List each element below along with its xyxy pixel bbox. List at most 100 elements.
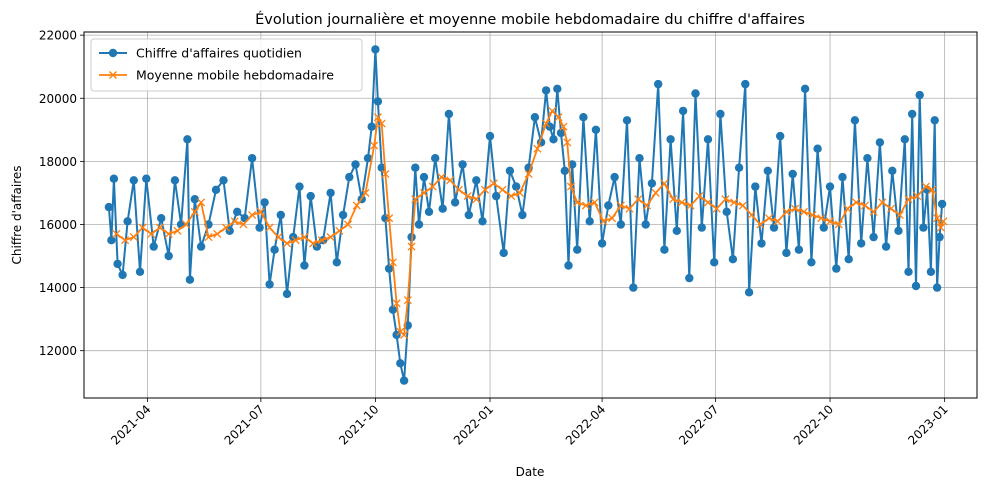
moving-average-point <box>764 214 774 223</box>
daily-revenue-point <box>769 223 779 232</box>
moving-average-point <box>370 141 379 150</box>
y-tick-label: 14000 <box>39 281 77 295</box>
moving-average-point <box>799 207 808 216</box>
daily-revenue-point <box>371 45 380 54</box>
daily-revenue-point <box>367 122 376 131</box>
moving-average-point <box>566 182 576 191</box>
daily-revenue-point <box>560 166 569 175</box>
daily-revenue-point <box>135 267 145 276</box>
moving-average-point <box>239 220 248 229</box>
moving-average-point <box>554 113 563 122</box>
daily-revenue-point <box>900 135 909 144</box>
moving-average-point <box>782 207 791 216</box>
moving-average-point <box>385 214 394 223</box>
moving-average-point <box>695 192 704 201</box>
daily-revenue-point <box>744 288 754 297</box>
daily-revenue-point <box>894 226 903 235</box>
moving-average-point <box>190 207 199 216</box>
daily-revenue-point <box>844 255 853 264</box>
moving-average-point <box>642 201 652 210</box>
moving-average-point <box>834 220 843 229</box>
daily-revenue-point <box>332 258 341 267</box>
daily-revenue-point <box>485 131 495 141</box>
daily-revenue-point <box>908 109 917 119</box>
daily-revenue-point <box>492 191 501 201</box>
moving-average-point <box>542 119 551 128</box>
moving-average-point <box>563 138 572 147</box>
daily-revenue-point <box>411 163 420 172</box>
daily-revenue-point <box>722 207 731 216</box>
moving-average-point <box>738 201 747 210</box>
daily-revenue-point <box>518 210 527 220</box>
moving-average-point <box>515 188 524 197</box>
daily-revenue-point <box>109 174 119 183</box>
daily-revenue-point <box>338 210 348 220</box>
daily-revenue-point <box>935 232 944 242</box>
moving-average-point <box>373 113 382 122</box>
daily-revenue-point <box>616 220 625 229</box>
moving-average-point <box>472 195 481 204</box>
moving-average-point <box>608 214 617 223</box>
daily-revenue-point <box>326 188 335 198</box>
daily-revenue-point <box>512 182 521 191</box>
daily-revenue-point <box>838 172 847 182</box>
daily-revenue-point <box>660 245 669 254</box>
moving-average-point <box>335 226 344 235</box>
moving-average-point <box>197 198 206 207</box>
daily-revenue-point <box>647 179 657 188</box>
daily-revenue-point <box>419 172 429 182</box>
daily-revenue-point <box>911 281 921 291</box>
legend-box <box>90 38 363 92</box>
daily-revenue-point <box>306 191 315 201</box>
daily-revenue-point <box>190 195 199 204</box>
daily-revenue-point <box>384 264 394 273</box>
moving-average-point <box>669 195 678 204</box>
daily-revenue-point <box>807 258 816 267</box>
daily-revenue-point <box>351 160 360 169</box>
daily-revenue-line <box>107 48 944 382</box>
moving-average-point <box>928 185 937 194</box>
moving-average-point <box>524 169 533 179</box>
moving-average-point <box>559 122 568 131</box>
y-tick-label: 12000 <box>39 344 77 358</box>
moving-average-point <box>936 223 945 232</box>
daily-revenue-point <box>549 135 558 144</box>
moving-average-point <box>843 204 852 213</box>
moving-average-point <box>230 217 239 226</box>
daily-revenue-point <box>728 255 738 264</box>
daily-revenue-point <box>932 283 942 292</box>
moving-average-point <box>489 179 498 188</box>
daily-revenue-point <box>431 154 440 163</box>
moving-average-point <box>677 198 686 207</box>
moving-average-point <box>419 188 429 197</box>
daily-revenue-point <box>622 116 632 125</box>
moving-average-point <box>213 229 222 238</box>
daily-revenue-point <box>255 223 264 232</box>
daily-revenue-point <box>794 245 804 254</box>
moving-average-point <box>256 207 265 216</box>
y-axis-title: Chiffre d'affaires <box>10 166 24 265</box>
moving-average-point <box>221 223 231 232</box>
daily-revenue-point <box>142 174 151 183</box>
daily-revenue-point <box>919 223 928 232</box>
legend-marker-daily <box>108 48 118 58</box>
daily-revenue-point <box>926 267 936 276</box>
moving-average-point <box>463 192 472 201</box>
moving-average-point <box>407 242 416 251</box>
daily-revenue-point <box>282 289 292 299</box>
moving-average-point <box>869 207 878 216</box>
daily-revenue-point <box>505 166 515 175</box>
daily-revenue-point <box>579 113 588 122</box>
moving-average-point <box>155 223 165 232</box>
daily-revenue-point <box>424 207 434 216</box>
moving-average-point <box>317 236 326 245</box>
daily-revenue-point <box>219 176 228 185</box>
daily-revenue-point <box>782 248 791 258</box>
daily-revenue-point <box>685 273 694 283</box>
moving-average-point <box>361 188 370 197</box>
moving-average-point <box>112 229 121 238</box>
moving-average-point <box>498 185 507 194</box>
daily-revenue-point <box>247 154 257 163</box>
daily-revenue-point <box>300 261 309 270</box>
moving-average-point <box>573 198 582 207</box>
